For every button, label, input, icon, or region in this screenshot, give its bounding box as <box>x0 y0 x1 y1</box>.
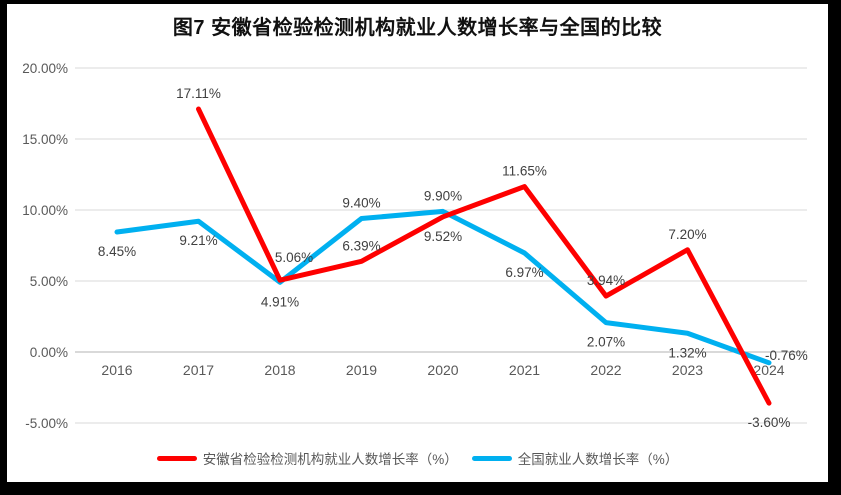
data-label: 5.06% <box>275 250 313 265</box>
data-label: 9.21% <box>179 233 217 248</box>
data-label: 1.32% <box>668 345 706 360</box>
data-label: 3.94% <box>587 273 625 288</box>
y-tick-label: 15.00% <box>22 132 68 147</box>
data-label: -0.76% <box>765 348 808 363</box>
data-label: 6.39% <box>342 238 380 253</box>
data-label: 7.20% <box>668 227 706 242</box>
chart-title: 图7 安徽省检验检测机构就业人数增长率与全国的比较 <box>172 17 663 39</box>
legend-swatch-red-line <box>156 455 197 461</box>
y-tick-label: 20.00% <box>22 61 68 76</box>
x-axis-label: 2016 <box>101 362 132 378</box>
series-line <box>114 208 772 366</box>
data-label: 9.40% <box>342 196 380 211</box>
x-axis-label: 2024 <box>753 362 784 378</box>
x-axis-label: 2020 <box>427 362 458 378</box>
legend-item-national: 全国就业人数增长率（%） <box>471 448 679 468</box>
x-axis-label: 2022 <box>590 362 621 378</box>
x-axis-label: 2019 <box>346 362 377 378</box>
y-tick-label: -5.00% <box>25 416 68 431</box>
x-axis-label: 2023 <box>672 362 703 378</box>
data-label: -3.60% <box>748 415 791 430</box>
data-label: 2.07% <box>587 335 625 350</box>
chart-panel <box>7 4 828 482</box>
legend-item-anhui: 安徽省检验检测机构就业人数增长率（%） <box>156 448 458 468</box>
data-label: 4.91% <box>261 294 299 309</box>
data-label: 6.97% <box>505 265 543 280</box>
y-tick-label: 0.00% <box>30 345 68 360</box>
data-label: 17.11% <box>176 86 221 101</box>
x-axis-label: 2017 <box>183 362 214 378</box>
series-line <box>196 106 772 406</box>
legend-label-anhui: 安徽省检验检测机构就业人数增长率（%） <box>202 452 458 467</box>
x-axis-label: 2021 <box>509 362 540 378</box>
legend-swatch-blue-line <box>471 455 512 461</box>
y-tick-label: 10.00% <box>22 203 68 218</box>
data-label: 9.52% <box>424 229 462 244</box>
data-label: 11.65% <box>502 164 547 179</box>
data-label: 8.45% <box>98 244 136 259</box>
y-tick-label: 5.00% <box>30 274 68 289</box>
legend-label-national: 全国就业人数增长率（%） <box>517 452 679 467</box>
data-label: 9.90% <box>424 188 462 203</box>
legend: 安徽省检验检测机构就业人数增长率（%） 全国就业人数增长率（%） <box>7 446 828 470</box>
x-axis-label: 2018 <box>264 362 295 378</box>
